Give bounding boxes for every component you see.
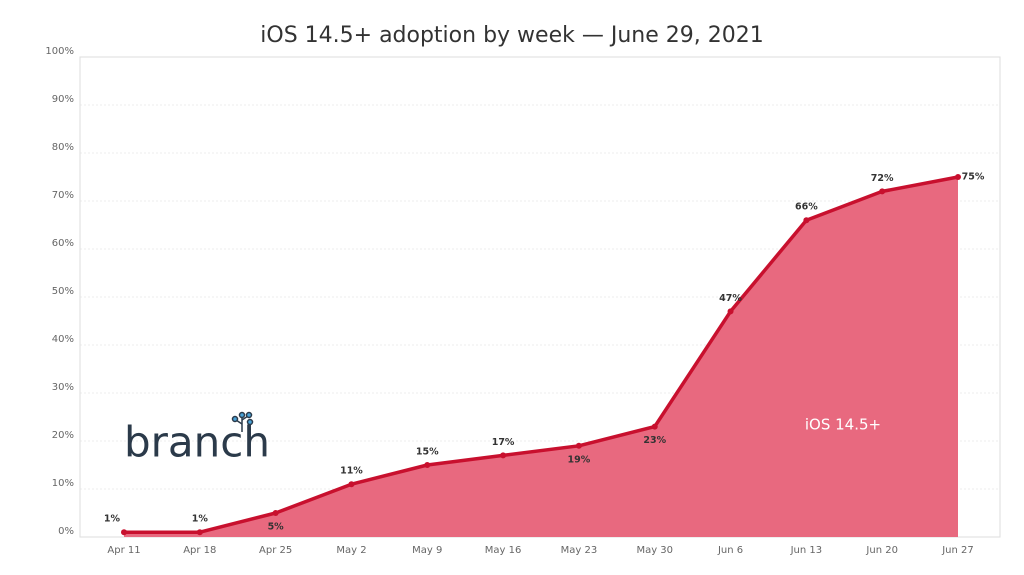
point — [879, 188, 886, 195]
value-label: 17% — [492, 437, 515, 448]
point — [500, 452, 507, 459]
chart-title: iOS 14.5+ adoption by week — June 29, 20… — [260, 23, 763, 48]
x-tick-label: Jun 27 — [941, 545, 974, 556]
value-label: 23% — [643, 435, 666, 446]
value-label: 1% — [104, 514, 121, 525]
point — [196, 529, 203, 536]
point — [651, 423, 658, 430]
x-tick-label: May 9 — [412, 545, 442, 556]
value-label: 72% — [871, 173, 894, 184]
x-tick-label: May 2 — [336, 545, 366, 556]
point — [575, 442, 582, 449]
y-tick-label: 30% — [52, 382, 74, 393]
series-label: iOS 14.5+ — [805, 416, 881, 434]
x-tick-label: May 30 — [636, 545, 673, 556]
y-tick-label: 60% — [52, 238, 74, 249]
logo-icon — [231, 411, 254, 432]
y-tick-label: 40% — [52, 334, 74, 345]
value-label: 47% — [719, 293, 742, 304]
logo: branch — [124, 418, 270, 467]
value-label: 19% — [568, 454, 591, 465]
x-tick-label: Jun 13 — [790, 545, 823, 556]
value-label: 75% — [962, 172, 985, 183]
x-tick-label: May 23 — [561, 545, 598, 556]
point — [803, 217, 810, 224]
line — [124, 175, 959, 534]
value-label: 15% — [416, 447, 439, 458]
value-label: 5% — [268, 522, 285, 533]
point — [424, 462, 431, 468]
y-tick-label: 70% — [52, 190, 74, 201]
value-label: 66% — [795, 202, 818, 213]
y-tick-label: 10% — [52, 478, 74, 489]
x-tick-label: May 16 — [485, 545, 522, 556]
x-tick-label: Apr 18 — [183, 545, 216, 556]
point — [727, 308, 734, 315]
y-tick-label: 50% — [52, 286, 74, 297]
y-tick-label: 100% — [45, 46, 74, 57]
x-tick-label: Jun 6 — [717, 545, 743, 556]
x-tick-label: Apr 11 — [107, 545, 140, 556]
value-label: 11% — [340, 466, 363, 477]
y-tick-label: 90% — [52, 94, 74, 105]
y-tick-label: 80% — [52, 142, 74, 153]
x-tick-label: Apr 25 — [259, 545, 292, 556]
y-tick-label: 0% — [58, 526, 74, 537]
point — [955, 174, 961, 180]
point — [348, 481, 355, 488]
point — [121, 529, 127, 536]
point — [272, 510, 279, 516]
y-tick-label: 20% — [52, 430, 74, 441]
area — [124, 177, 958, 537]
x-tick-label: Jun 20 — [865, 545, 898, 556]
value-label: 1% — [192, 514, 209, 525]
